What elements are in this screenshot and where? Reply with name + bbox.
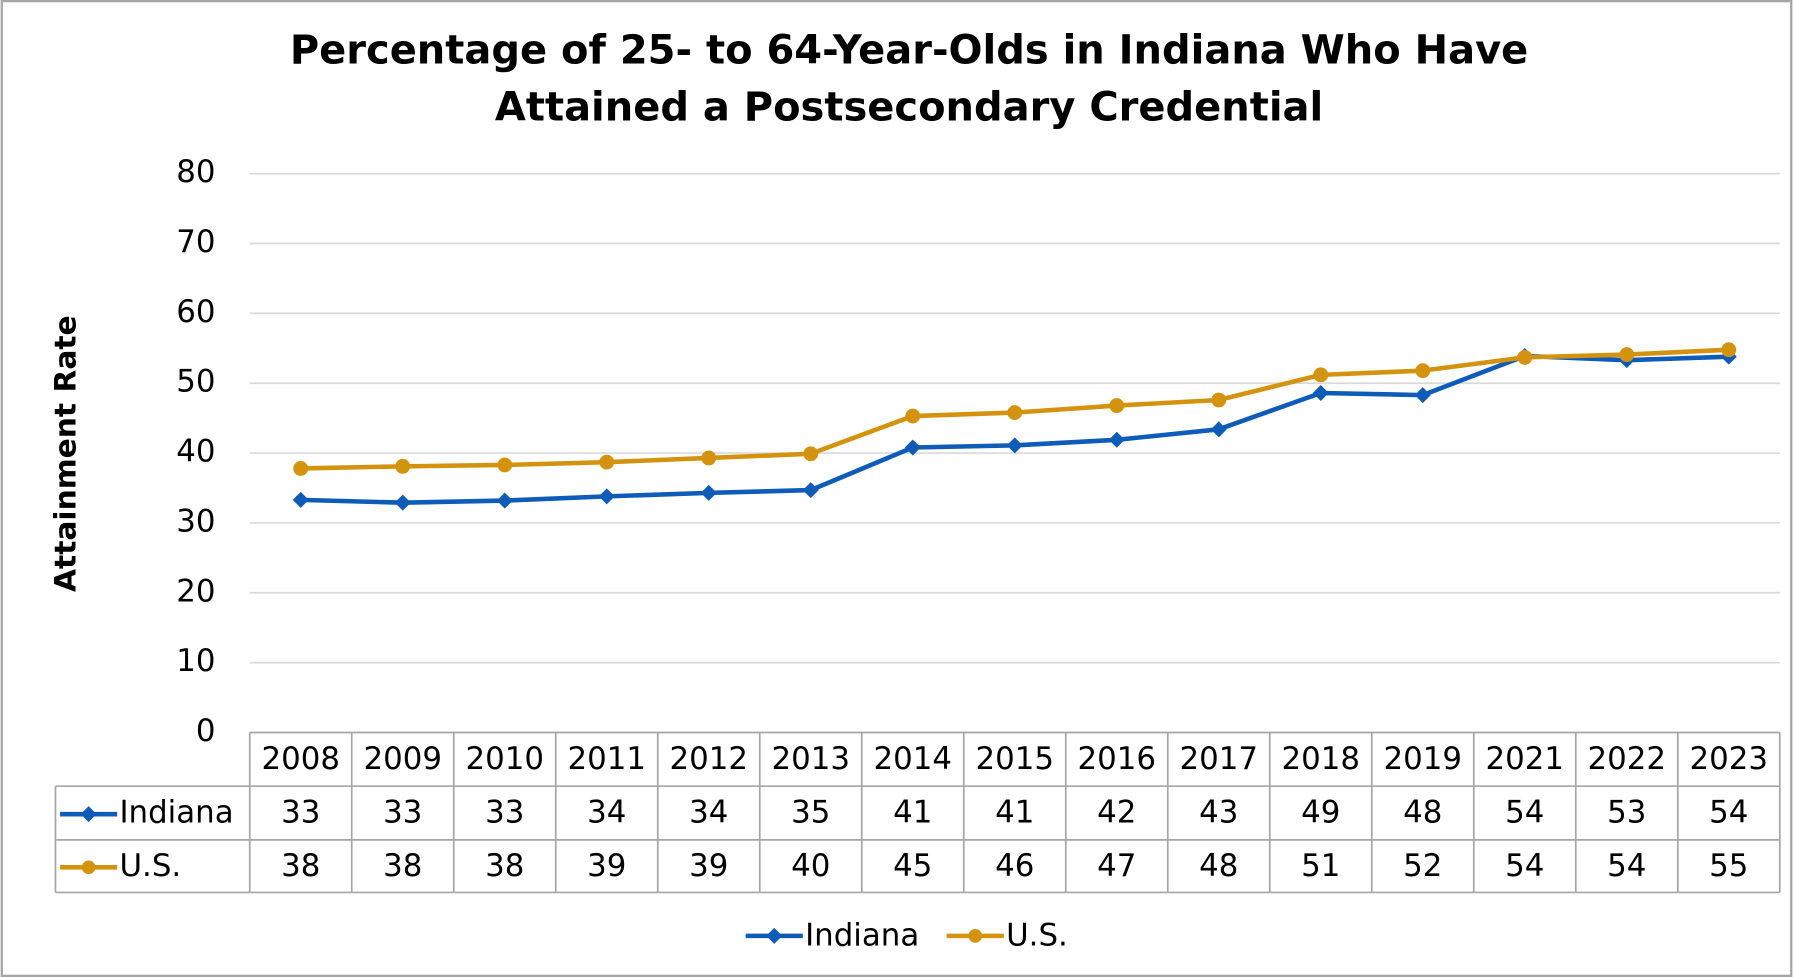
y-tick-label: 70 [176,224,215,260]
x-tick-label: 2022 [1588,741,1667,777]
data-table-value: 33 [383,795,422,831]
data-table-value: 40 [791,848,830,884]
marker [1211,392,1227,408]
marker [1109,398,1125,414]
data-table-value: 35 [791,795,830,831]
data-table-value: 54 [1505,848,1544,884]
marker [394,494,411,511]
marker [1721,342,1737,358]
data-table-value: 41 [893,795,932,831]
data-table-value: 47 [1097,848,1136,884]
x-tick-label: 2014 [874,741,953,777]
data-table-value: 38 [485,848,524,884]
data-table-value: 54 [1709,795,1748,831]
x-tick-label: 2018 [1282,741,1361,777]
y-tick-label: 40 [176,434,215,470]
data-table-value: 43 [1199,795,1238,831]
data-table-value: 33 [281,795,320,831]
marker [1415,363,1431,379]
marker [496,492,513,509]
data-table-value: 48 [1199,848,1238,884]
marker [803,446,819,462]
marker [701,450,717,466]
marker [802,482,819,499]
y-tick-label: 50 [176,364,215,400]
data-table-value: 34 [587,795,626,831]
marker [1313,367,1329,383]
x-tick-label: 2023 [1690,741,1769,777]
marker [1006,437,1023,454]
marker [293,461,309,476]
data-table-value: 38 [383,848,422,884]
y-tick-label: 80 [176,154,215,190]
marker [395,458,411,474]
marker [497,457,513,473]
x-tick-label: 2017 [1180,741,1258,777]
x-tick-label: 2015 [976,741,1055,777]
data-table-value: 53 [1607,795,1646,831]
x-tick-label: 2019 [1384,741,1463,777]
data-table-value: 38 [281,848,320,884]
data-table-value: 49 [1301,795,1340,831]
y-tick-label: 20 [176,573,215,609]
data-table-value: 42 [1097,795,1136,831]
legend-label: U.S. [1006,918,1068,954]
data-table-value: 54 [1607,848,1646,884]
table-row-label: U.S. [119,848,181,884]
x-tick-label: 2010 [465,741,544,777]
x-tick-label: 2012 [670,741,749,777]
y-axis-label: Attainment Rate [48,315,83,592]
y-tick-label: 60 [176,294,215,330]
x-tick-label: 2008 [261,741,340,777]
marker [1517,349,1533,365]
data-table-value: 33 [485,795,524,831]
y-tick-label: 30 [176,503,215,539]
marker [904,439,921,456]
data-table-value: 54 [1505,795,1544,831]
legend-label: Indiana [805,918,919,954]
data-table-value: 48 [1403,795,1442,831]
data-table-value: 46 [995,848,1034,884]
data-table-value: 51 [1301,848,1340,884]
x-tick-label: 2009 [363,741,441,777]
x-tick-label: 2011 [568,741,647,777]
x-tick-label: 2021 [1486,741,1564,777]
x-tick-label: 2016 [1078,741,1157,777]
data-table-value: 41 [995,795,1034,831]
marker [905,408,921,424]
marker [292,491,309,508]
x-tick-label: 2013 [772,741,851,777]
y-tick-label: 10 [176,643,215,679]
marker [1210,421,1227,438]
table-row-label: Indiana [119,795,233,831]
data-table-value: 52 [1403,848,1442,884]
chart-title: Percentage of 25- to 64-Year-Olds in Ind… [290,28,1528,131]
legend-marker [968,929,983,943]
data-table-value: 39 [587,848,626,884]
data-table-value: 45 [893,848,932,884]
legend-marker [81,860,96,875]
data-table-value: 34 [689,795,728,831]
marker [1007,405,1023,420]
legend-marker [766,927,783,944]
marker [599,454,615,470]
y-tick-label: 0 [196,713,216,749]
data-table-value: 55 [1709,848,1748,884]
marker [1619,347,1635,363]
data-table-value: 39 [689,848,728,884]
marker [1312,385,1329,402]
